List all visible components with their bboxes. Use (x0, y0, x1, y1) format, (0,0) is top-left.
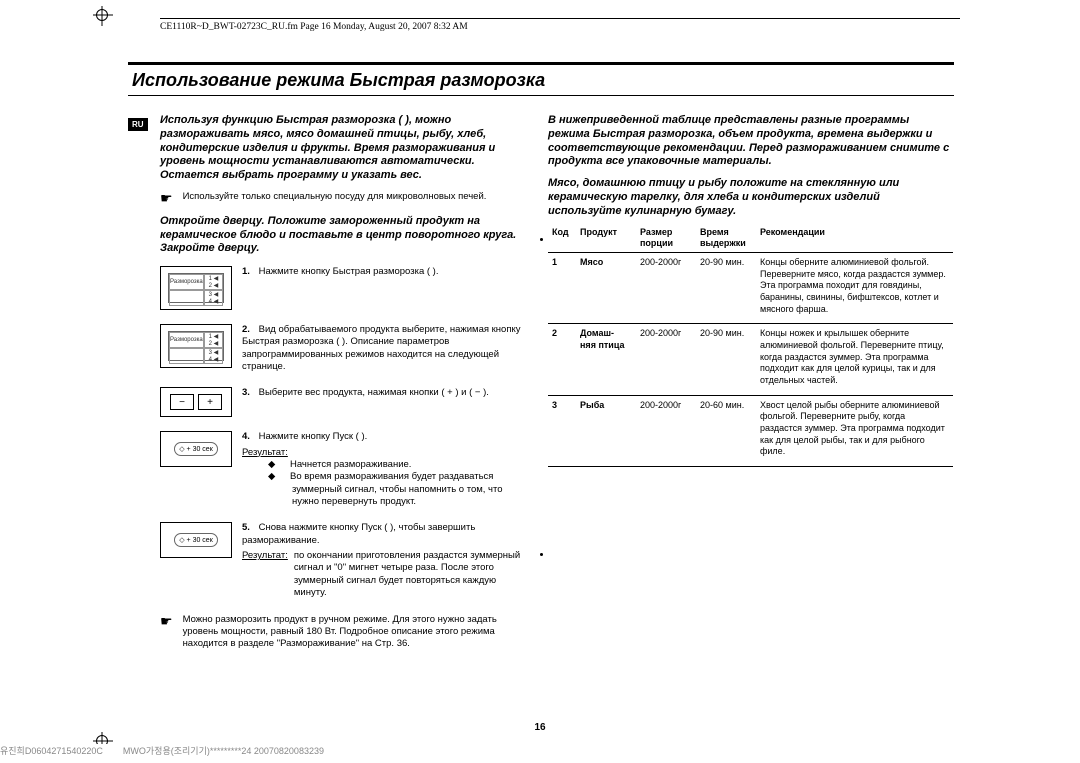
step-number: 4. (242, 431, 256, 443)
panel-cell (169, 290, 204, 306)
step-4: ◇ + 30 сек 4. Нажмите кнопку Пуск ( ). Р… (160, 431, 530, 508)
language-badge: RU (128, 118, 148, 131)
title-bar: Использование режима Быстрая разморозка (128, 62, 954, 96)
step-3: − + 3. Выберите вес продукта, нажимая кн… (160, 387, 530, 417)
table-cell: Хвост целой рыбы оберните алюминиевой фо… (756, 395, 953, 466)
table-row: 1Мясо200-2000г20-90 мин.Концы оберните а… (548, 252, 953, 323)
table-cell: 3 (548, 395, 576, 466)
step-number: 2. (242, 324, 256, 336)
plus-icon: + (198, 394, 222, 410)
result-text: по окончании приготовления раздастся зум… (294, 550, 530, 599)
control-panel-illustration: Разморозка 1 ◀2 ◀ 3 ◀4 ◀ (160, 266, 232, 310)
defrost-programs-table: Код Продукт Размер порции Время выдержки… (548, 224, 953, 467)
panel-cell (169, 348, 204, 364)
start-button-illustration: ◇ + 30 сек (160, 522, 232, 558)
start-label: ◇ + 30 сек (174, 533, 218, 547)
table-header-row: Код Продукт Размер порции Время выдержки… (548, 224, 953, 252)
left-column: Используя функцию Быстрая разморозка ( )… (160, 114, 530, 651)
step-text: Снова нажмите кнопку Пуск ( ), чтобы зав… (242, 522, 475, 545)
panel-cell: Разморозка (169, 274, 204, 290)
pointer-icon: ☛ (160, 191, 173, 205)
dishware-note: ☛ Используйте только специальную посуду … (160, 191, 530, 205)
table-cell: Концы оберните алюминиевой фольгой. Пере… (756, 252, 953, 323)
step-text: Выберите вес продукта, нажимая кнопки ( … (259, 387, 489, 398)
right-intro: В нижеприведенной таблице представлены р… (548, 114, 953, 169)
table-cell: Мясо (576, 252, 636, 323)
panel-cell: 3 ◀4 ◀ (204, 290, 223, 306)
right-intro-2: Мясо, домашнюю птицу и рыбу положите на … (548, 177, 953, 218)
panel-cell: 1 ◀2 ◀ (204, 332, 223, 348)
start-button-illustration: ◇ + 30 сек (160, 431, 232, 467)
left-intro: Используя функцию Быстрая разморозка ( )… (160, 114, 530, 183)
manual-defrost-note: ☛ Можно разморозить продукт в ручном реж… (160, 614, 530, 651)
header-rule (160, 18, 960, 19)
panel-cell: Разморозка (169, 332, 204, 348)
step-text: Нажмите кнопку Быстрая разморозка ( ). (259, 266, 439, 277)
result-bullet: ◆Начнется размораживание. (242, 459, 530, 471)
left-instruction: Откройте дверцу. Положите замороженный п… (160, 215, 530, 256)
table-cell: 1 (548, 252, 576, 323)
right-column: В нижеприведенной таблице представлены р… (548, 114, 953, 467)
th-size: Размер порции (636, 224, 696, 252)
footer-code: 유진희D0604271540220C MWO가정용(조리기기)*********… (0, 744, 324, 757)
step-1: Разморозка 1 ◀2 ◀ 3 ◀4 ◀ 1. Нажмите кноп… (160, 266, 530, 310)
table-cell: 20-90 мин. (696, 252, 756, 323)
table-cell: Домаш- няя птица (576, 324, 636, 395)
th-product: Продукт (576, 224, 636, 252)
th-code: Код (548, 224, 576, 252)
control-panel-illustration: Разморозка 1 ◀2 ◀ 3 ◀4 ◀ (160, 324, 232, 368)
step-number: 1. (242, 266, 256, 278)
table-cell: 20-60 мин. (696, 395, 756, 466)
note-text: Можно разморозить продукт в ручном режим… (183, 614, 530, 651)
table-row: 2Домаш- няя птица200-2000г20-90 мин.Конц… (548, 324, 953, 395)
table-row: 3Рыба200-2000г20-60 мин.Хвост целой рыбы… (548, 395, 953, 466)
table-cell: 2 (548, 324, 576, 395)
header-filename: CE1110R~D_BWT-02723C_RU.fm Page 16 Monda… (160, 22, 468, 32)
panel-cell: 3 ◀4 ◀ (204, 348, 223, 364)
column-separator (539, 553, 544, 556)
note-text: Используйте только специальную посуду дл… (183, 191, 487, 205)
step-text: Вид обрабатываемого продукта выберите, н… (242, 324, 520, 372)
table-cell: 200-2000г (636, 252, 696, 323)
page-title: Использование режима Быстрая разморозка (128, 67, 954, 96)
table-cell: Концы ножек и крылышек оберните алюминие… (756, 324, 953, 395)
panel-cell: 1 ◀2 ◀ (204, 274, 223, 290)
th-rec: Рекомендации (756, 224, 953, 252)
step-5: ◇ + 30 сек 5. Снова нажмите кнопку Пуск … (160, 522, 530, 599)
step-number: 3. (242, 387, 256, 399)
crop-mark-tl (96, 9, 108, 21)
th-time: Время выдержки (696, 224, 756, 252)
minus-icon: − (170, 394, 194, 410)
plus-minus-illustration: − + (160, 387, 232, 417)
table-cell: 200-2000г (636, 395, 696, 466)
step-number: 5. (242, 522, 256, 534)
step-2: Разморозка 1 ◀2 ◀ 3 ◀4 ◀ 2. Вид обрабаты… (160, 324, 530, 373)
result-bullet: ◆Во время размораживания будет раздавать… (242, 471, 530, 508)
table-cell: Рыба (576, 395, 636, 466)
step-text: Нажмите кнопку Пуск ( ). (259, 431, 368, 442)
table-cell: 20-90 мин. (696, 324, 756, 395)
column-separator (539, 238, 544, 241)
result-label: Результат: (242, 447, 288, 458)
result-label: Результат: (242, 550, 288, 599)
pointer-icon: ☛ (160, 614, 173, 651)
table-cell: 200-2000г (636, 324, 696, 395)
start-label: ◇ + 30 сек (174, 442, 218, 456)
page-number: 16 (534, 722, 545, 733)
